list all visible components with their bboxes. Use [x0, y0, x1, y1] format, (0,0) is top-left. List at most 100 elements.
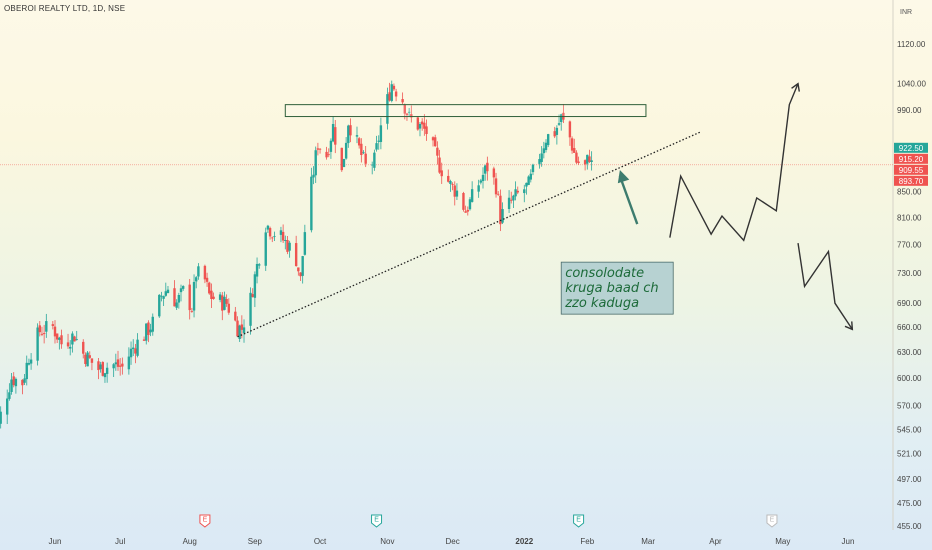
up-arrow-head[interactable] — [617, 170, 630, 184]
candle — [36, 323, 39, 366]
candle — [179, 284, 183, 302]
candle-body — [483, 165, 487, 174]
candle-body — [166, 289, 170, 294]
earnings-marker[interactable]: E — [371, 514, 383, 528]
candle — [8, 383, 11, 401]
date-tick-label: Feb — [580, 537, 594, 546]
candle — [449, 179, 452, 192]
price-badge-label: 909.55 — [899, 166, 924, 175]
candle-body — [431, 137, 435, 141]
candle — [281, 224, 285, 244]
candle — [416, 116, 420, 131]
date-axis[interactable]: Jun Jul Aug Sep Oct Nov Dec 2022 Feb Mar Apr May Jun — [49, 537, 855, 546]
candle — [127, 347, 131, 375]
candle-body — [6, 398, 9, 415]
candle — [29, 353, 33, 370]
candle — [355, 126, 359, 144]
candle-body — [73, 336, 76, 342]
candle-body — [468, 199, 472, 210]
earnings-icon-label: E — [203, 517, 208, 524]
up-arrow-shaft[interactable] — [618, 175, 639, 225]
earnings-icon[interactable] — [371, 514, 383, 528]
forecast-path[interactable] — [669, 83, 799, 242]
earnings-icon[interactable] — [766, 514, 778, 528]
candles — [0, 80, 593, 429]
earnings-icon-label: E — [576, 517, 581, 524]
candle-body — [23, 378, 26, 383]
resistance-box[interactable] — [284, 104, 647, 118]
note-line: consolodate — [565, 266, 644, 281]
earnings-marker[interactable]: E — [766, 514, 778, 528]
candle — [134, 343, 137, 364]
candle-body — [325, 151, 328, 158]
candle-body — [510, 199, 513, 201]
candle-body — [271, 237, 274, 239]
candle — [90, 358, 94, 371]
candle-body — [425, 126, 428, 135]
date-tick-label: 2022 — [515, 537, 533, 546]
candle-body — [197, 266, 200, 277]
candle — [188, 278, 191, 320]
candle — [573, 138, 576, 153]
price-badge-bg — [894, 175, 928, 186]
candle-body — [210, 290, 213, 300]
candle — [510, 191, 513, 204]
candle-body — [160, 295, 163, 297]
candle-body — [394, 91, 398, 97]
down-arrow-head[interactable] — [844, 321, 854, 331]
candle — [234, 306, 237, 322]
candle — [331, 115, 335, 143]
candle — [464, 205, 467, 213]
candle — [344, 137, 348, 160]
earnings-icon[interactable] — [199, 514, 211, 528]
candle — [438, 149, 441, 174]
candle — [440, 162, 443, 184]
note-box[interactable] — [560, 261, 674, 315]
candle-body — [392, 85, 396, 90]
earnings-marker[interactable]: E — [573, 514, 585, 528]
candle-body — [164, 291, 168, 296]
candle — [279, 226, 283, 243]
candle — [175, 299, 178, 311]
candle — [529, 169, 532, 183]
candle-body — [516, 190, 519, 193]
candle — [486, 156, 489, 181]
candle — [105, 362, 109, 383]
candle — [121, 357, 124, 375]
candle — [99, 361, 102, 373]
earnings-icon[interactable] — [573, 514, 585, 528]
earnings-marker[interactable]: E — [199, 514, 211, 528]
candle — [284, 235, 287, 250]
price-badge-bg — [894, 142, 928, 153]
candle — [118, 358, 122, 376]
candle — [568, 120, 572, 146]
drawings[interactable] — [237, 82, 854, 338]
candle-body — [218, 294, 222, 300]
price-badge-label: 915.20 — [899, 155, 924, 164]
candle-body — [29, 359, 33, 364]
candle — [494, 172, 498, 198]
candle-body — [195, 277, 198, 282]
candle — [173, 280, 176, 307]
candle — [25, 355, 28, 386]
candle — [136, 333, 139, 358]
candle-body — [386, 94, 389, 124]
candle — [470, 181, 474, 203]
forecast-arrow-head[interactable] — [791, 82, 800, 92]
candle-body — [103, 373, 107, 378]
earnings-events[interactable]: EEEEE — [0, 514, 778, 528]
candle — [242, 319, 246, 343]
down-path[interactable] — [797, 243, 853, 330]
trendline[interactable] — [237, 131, 701, 338]
candle-body — [453, 185, 456, 197]
candle — [288, 240, 291, 258]
candle — [145, 323, 148, 345]
candle — [583, 159, 587, 171]
candle-body — [127, 356, 131, 370]
candle — [223, 291, 226, 311]
candle-body — [58, 337, 61, 340]
candle — [360, 138, 363, 163]
